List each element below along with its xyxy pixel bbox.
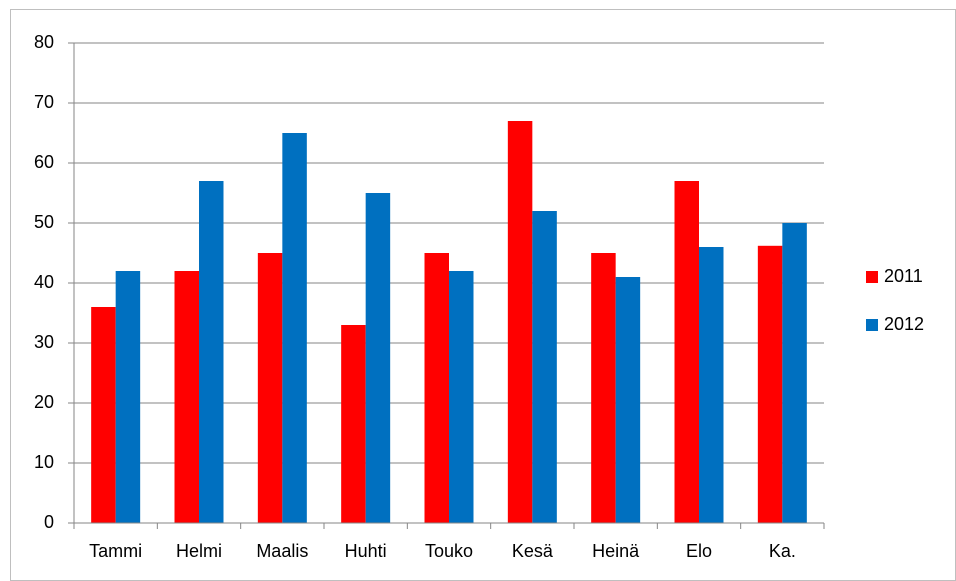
- y-tick-label: 10: [34, 452, 54, 472]
- legend-swatch: [866, 319, 878, 331]
- bar: [365, 193, 391, 523]
- bar: [199, 181, 224, 523]
- x-tick-label: Heinä: [592, 541, 640, 561]
- bar: [507, 121, 533, 523]
- bar: [449, 271, 474, 523]
- x-tick-label: Helmi: [176, 541, 222, 561]
- bar: [257, 253, 283, 523]
- x-tick-label: Maalis: [256, 541, 308, 561]
- bar: [532, 211, 557, 523]
- y-tick-label: 50: [34, 212, 54, 232]
- bar: [91, 307, 116, 523]
- bar: [674, 181, 699, 523]
- bar: [174, 271, 199, 523]
- x-tick-label: Ka.: [769, 541, 796, 561]
- x-tick-label: Touko: [425, 541, 473, 561]
- x-tick-label: Huhti: [345, 541, 387, 561]
- bar: [424, 253, 449, 523]
- y-tick-label: 60: [34, 152, 54, 172]
- y-tick-label: 30: [34, 332, 54, 352]
- y-tick-label: 0: [44, 512, 54, 532]
- bar: [341, 325, 366, 523]
- legend-swatch: [866, 271, 878, 283]
- bar: [699, 247, 724, 523]
- chart-border: [10, 9, 956, 581]
- bar: [782, 223, 807, 523]
- bar: [757, 245, 783, 524]
- legend-label: 2011: [884, 266, 923, 286]
- legend-label: 2012: [884, 314, 924, 334]
- y-tick-label: 40: [34, 272, 54, 292]
- bar: [615, 277, 641, 523]
- bar: [282, 133, 307, 523]
- bar: [115, 271, 141, 523]
- y-tick-label: 20: [34, 392, 54, 412]
- y-tick-label: 70: [34, 92, 54, 112]
- y-tick-label: 80: [34, 32, 54, 52]
- x-tick-label: Tammi: [89, 541, 142, 561]
- x-tick-label: Kesä: [512, 541, 554, 561]
- x-tick-label: Elo: [686, 541, 712, 561]
- bar: [591, 253, 616, 523]
